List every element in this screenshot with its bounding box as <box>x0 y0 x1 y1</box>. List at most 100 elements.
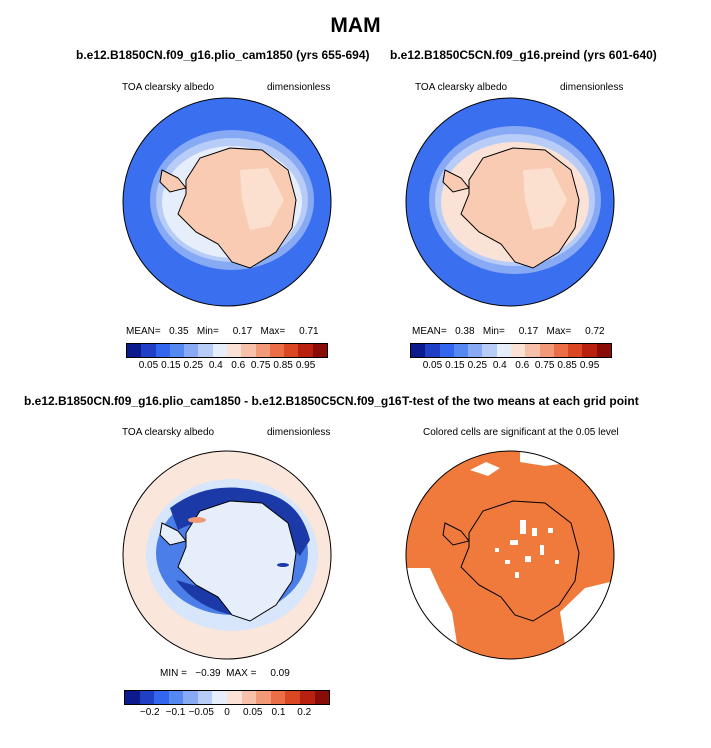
colorbar-tick-label: 0.25 <box>183 360 204 371</box>
colorbar-swatch <box>168 691 184 704</box>
panel-4-nonsig-patch <box>470 462 500 476</box>
colorbar-swatch <box>241 691 257 704</box>
panel-4-title: T-test of the two means at each grid poi… <box>402 394 639 408</box>
panel-3-colorbar-swatches <box>124 690 330 705</box>
colorbar-swatch <box>212 344 227 357</box>
colorbar-tick-label: 0.15 <box>161 360 181 371</box>
colorbar-tick-label: 0.75 <box>250 360 271 371</box>
colorbar-tick-label: 0.6 <box>231 360 246 371</box>
colorbar-swatch <box>184 344 199 357</box>
colorbar-swatch <box>139 691 155 704</box>
colorbar-swatch <box>582 344 597 357</box>
colorbar-swatch <box>125 691 140 704</box>
colorbar-swatch <box>227 691 242 704</box>
panel-2-title: b.e12.B1850C5CN.f09_g16.preind (yrs 601-… <box>390 48 657 62</box>
colorbar-tick-label: 0.05 <box>422 360 443 371</box>
colorbar-swatch <box>241 344 256 357</box>
colorbar-tick-label: 0.75 <box>534 360 555 371</box>
colorbar-swatch <box>425 344 440 357</box>
colorbar-swatch <box>154 691 169 704</box>
colorbar-swatch <box>197 691 213 704</box>
colorbar-swatch <box>183 691 198 704</box>
colorbar-swatch <box>270 691 286 704</box>
colorbar-swatch <box>284 344 299 357</box>
colorbar-tick-label: −0.1 <box>165 707 186 718</box>
colorbar-swatch <box>539 344 554 357</box>
panel-1-peninsula <box>159 169 187 193</box>
panel-4-nonsig-north <box>520 451 575 466</box>
panel-4-map-border <box>405 450 615 660</box>
colorbar-swatch <box>482 344 497 357</box>
panel-2-peninsula <box>442 169 470 193</box>
panel-2-right-label: dimensionless <box>560 82 624 93</box>
figure-title: MAM <box>330 14 381 37</box>
colorbar-swatch <box>553 344 569 357</box>
colorbar-tick-label: 0.15 <box>445 360 465 371</box>
panel-3-antarctica <box>177 500 297 622</box>
colorbar-swatch <box>169 344 185 357</box>
colorbar-swatch <box>256 691 271 704</box>
colorbar-swatch <box>510 344 526 357</box>
colorbar-swatch <box>127 344 142 357</box>
panel-3-colorbar: −0.2 −0.1 −0.05 0 0.05 0.1 0.2 <box>124 690 330 719</box>
colorbar-tick-label: 0.4 <box>492 360 507 371</box>
colorbar-tick-label: −0.2 <box>139 707 160 718</box>
colorbar-swatch <box>568 344 583 357</box>
colorbar-tick-label: 0.85 <box>273 360 293 371</box>
colorbar-swatch <box>269 344 285 357</box>
panel-3-stats: MIN = −0.39 MAX = 0.09 <box>160 668 290 679</box>
colorbar-swatch <box>312 344 327 357</box>
colorbar-tick-label: 0 <box>224 707 230 718</box>
colorbar-swatch <box>212 691 228 704</box>
colorbar-tick-label: 0.85 <box>557 360 577 371</box>
panel-3-map-border <box>122 450 332 660</box>
panel-1-plateau <box>240 168 284 230</box>
panel-1-map-border <box>122 97 332 307</box>
colorbar-swatch <box>596 344 611 357</box>
panel-1-left-label: TOA clearsky albedo <box>122 82 215 93</box>
panel-3-colorbar-ticks: −0.2 −0.1 −0.05 0 0.05 0.1 0.2 <box>124 705 330 719</box>
colorbar-swatch <box>198 344 213 357</box>
panel-3-left-label: TOA clearsky albedo <box>122 427 215 438</box>
panel-2-colorbar-swatches <box>410 343 612 358</box>
panel-1-title: b.e12.B1850CN.f09_g16.plio_cam1850 (yrs … <box>76 48 370 62</box>
colorbar-tick-label: 0.4 <box>208 360 223 371</box>
colorbar-swatch <box>155 344 170 357</box>
panel-3-right-label: dimensionless <box>267 427 331 438</box>
panel-2-map-border <box>405 97 615 307</box>
panel-3-dark-patch-north <box>170 487 310 556</box>
panel-1-right-label: dimensionless <box>267 82 331 93</box>
panel-2-colorbar: 0.05 0.15 0.25 0.4 0.6 0.75 0.85 0.95 <box>410 343 612 372</box>
colorbar-swatch <box>525 344 540 357</box>
panel-3-peninsula <box>159 522 187 546</box>
colorbar-swatch <box>314 691 330 704</box>
colorbar-tick-label: 0.05 <box>243 707 263 718</box>
colorbar-tick-label: 0.95 <box>295 360 316 371</box>
colorbar-tick-label: 0.6 <box>515 360 530 371</box>
panel-4-interior-nonsig-cells <box>495 520 559 578</box>
colorbar-tick-label: 0.1 <box>271 707 286 718</box>
colorbar-tick-label: 0.2 <box>297 707 312 718</box>
panel-2-stats: MEAN= 0.38 Min= 0.17 Max= 0.72 <box>412 326 605 337</box>
colorbar-swatch <box>439 344 454 357</box>
panel-2-left-label: TOA clearsky albedo <box>415 82 508 93</box>
colorbar-swatch <box>453 344 469 357</box>
panel-2-colorbar-ticks: 0.05 0.15 0.25 0.4 0.6 0.75 0.85 0.95 <box>410 358 612 372</box>
panel-1-colorbar-ticks: 0.05 0.15 0.25 0.4 0.6 0.75 0.85 0.95 <box>126 358 328 372</box>
colorbar-tick-label: 0.95 <box>579 360 600 371</box>
colorbar-swatch <box>298 344 313 357</box>
colorbar-swatch <box>141 344 156 357</box>
colorbar-swatch <box>285 691 300 704</box>
panel-1-stats: MEAN= 0.35 Min= 0.17 Max= 0.71 <box>126 326 319 337</box>
panel-3-cool-anomaly <box>277 563 289 567</box>
colorbar-swatch <box>299 691 315 704</box>
colorbar-swatch <box>496 344 511 357</box>
panel-1-colorbar: 0.05 0.15 0.25 0.4 0.6 0.75 0.85 0.95 <box>126 343 328 372</box>
panel-2-plateau <box>523 168 567 230</box>
panel-4-left-label: Colored cells are significant at the 0.0… <box>423 427 619 438</box>
colorbar-tick-label: 0.05 <box>138 360 159 371</box>
